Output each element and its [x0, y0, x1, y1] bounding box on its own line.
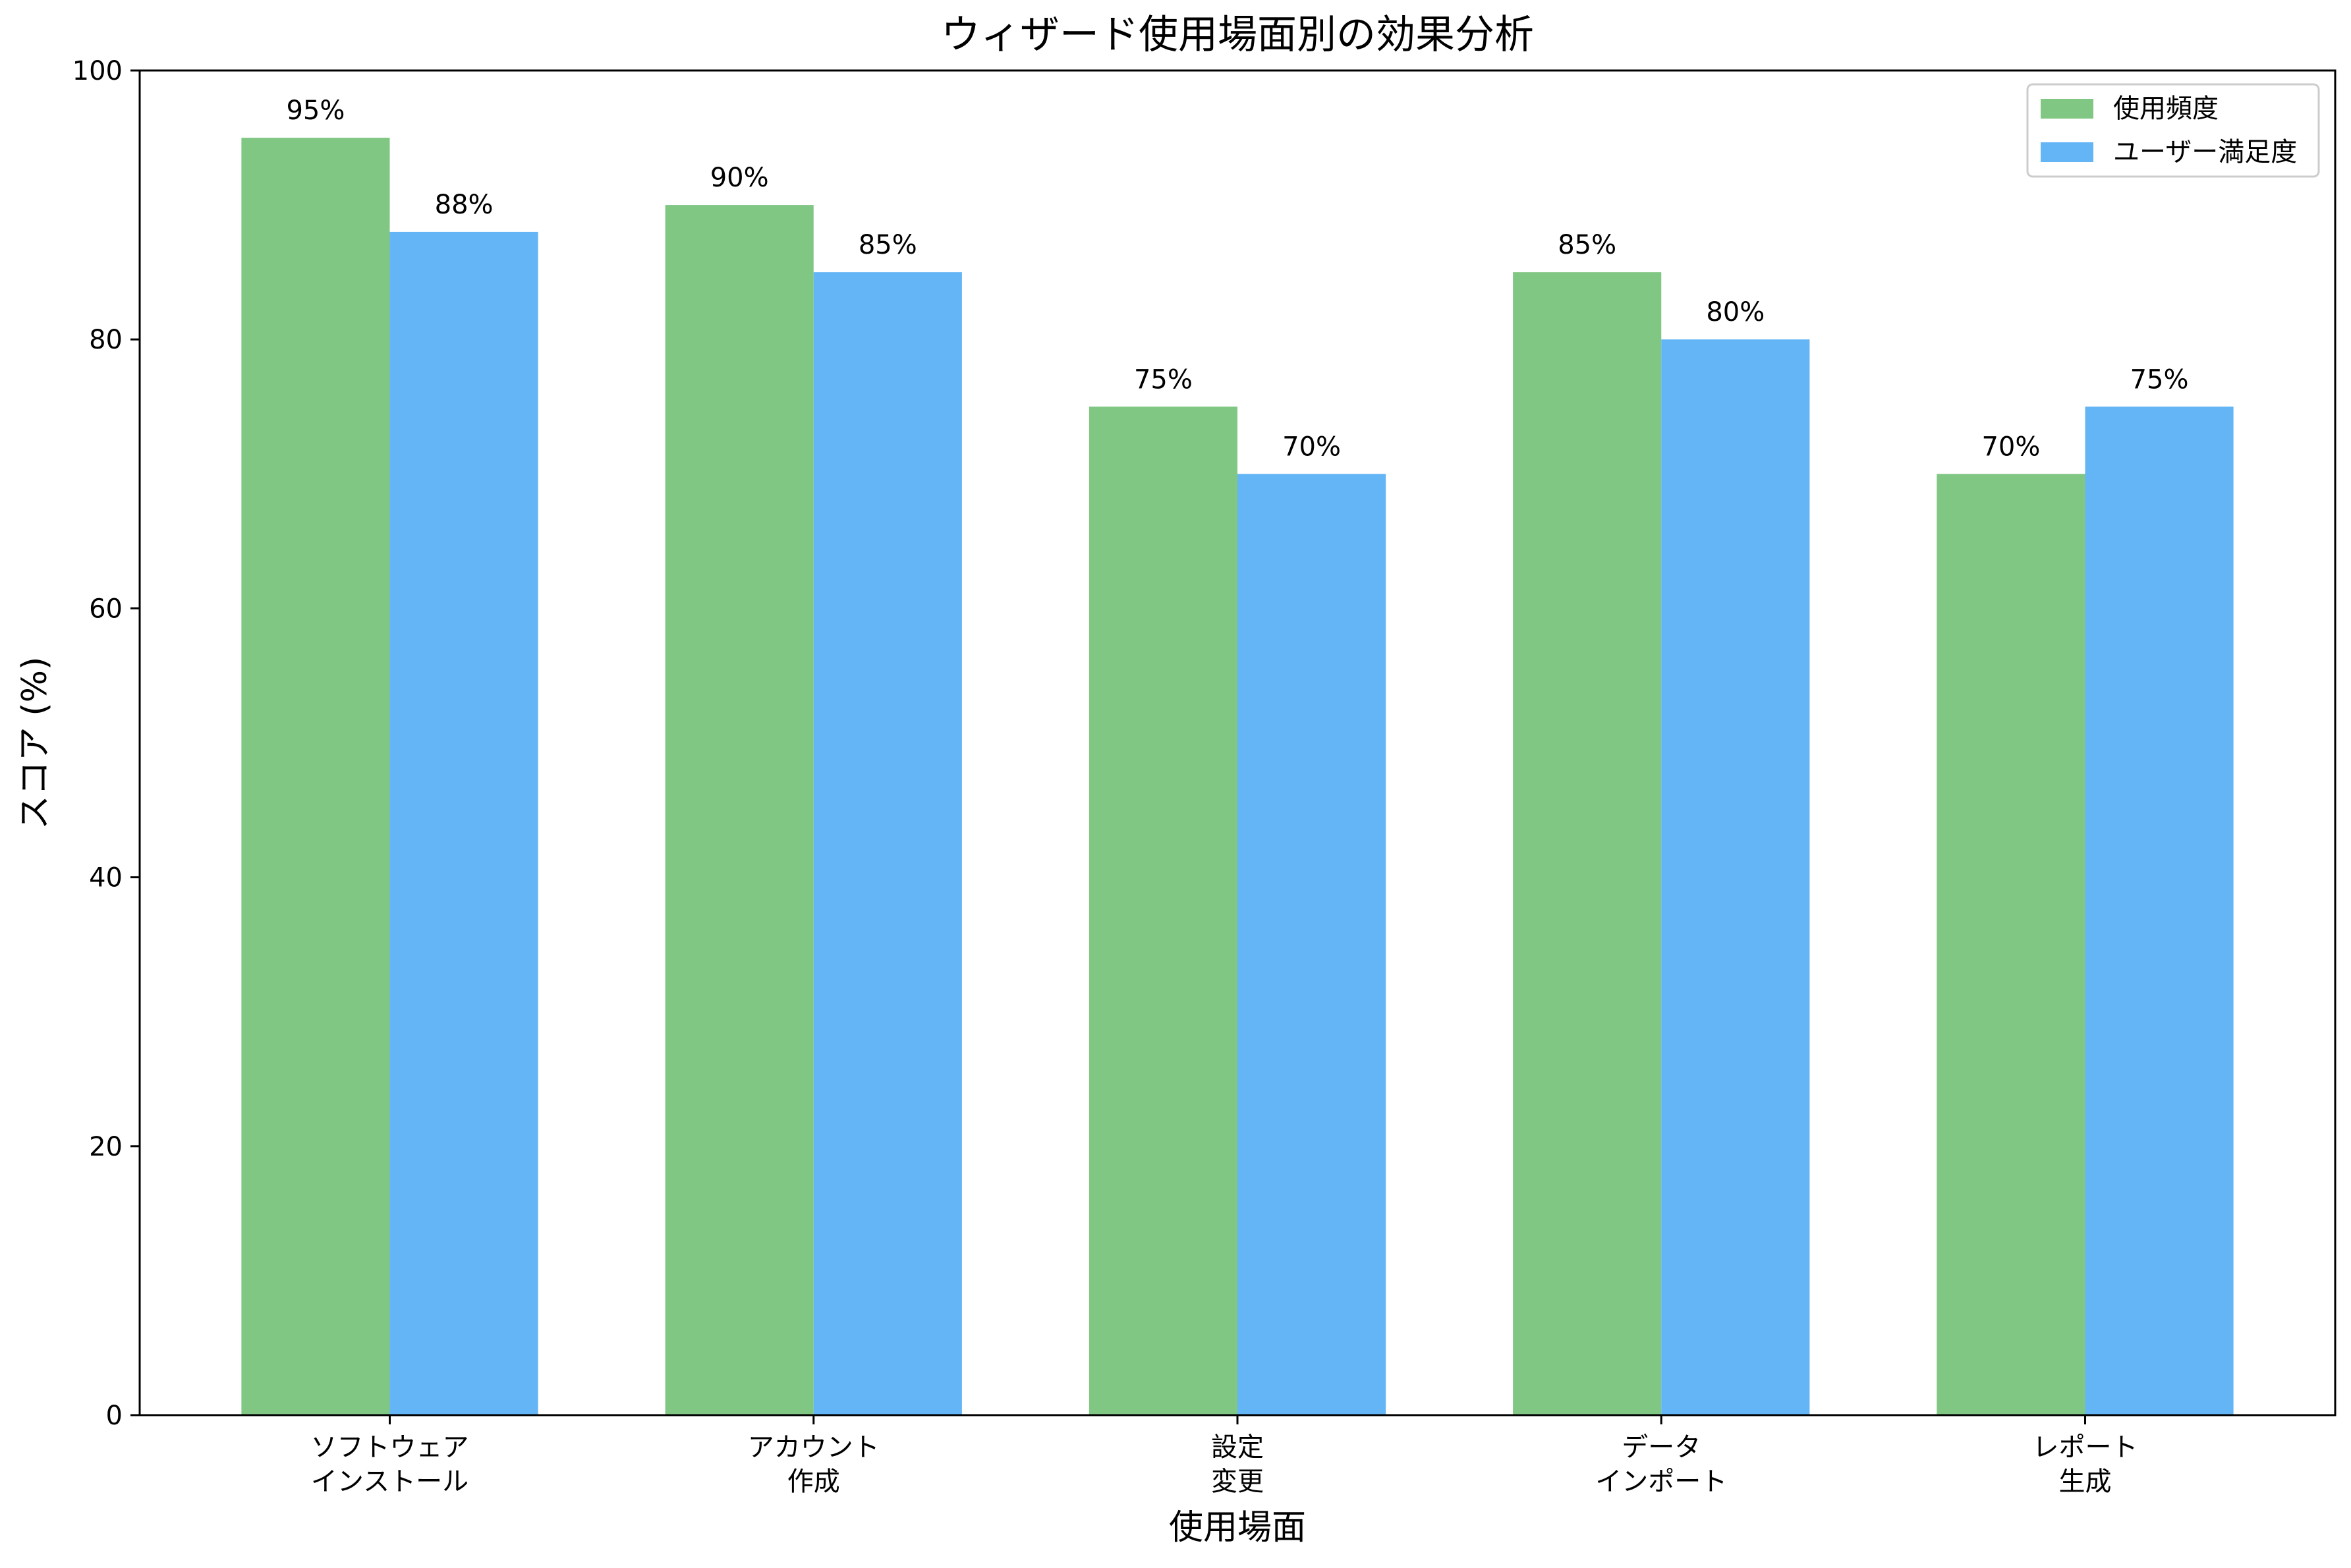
y-tick-label: 60: [89, 594, 123, 624]
bar-frequency: [1937, 474, 2085, 1415]
bar-value-label: 80%: [1706, 297, 1765, 327]
x-axis-label: 使用場面: [1169, 1508, 1306, 1548]
legend-frame: [2026, 83, 2320, 178]
y-tick-label: 80: [89, 325, 123, 355]
x-tick-label-line: レポート: [2032, 1432, 2138, 1463]
bar-frequency: [1089, 406, 1237, 1415]
chart-title: ウィザード使用場面別の効果分析: [941, 12, 1534, 58]
axes-layer: 0 20 40 60 80 100 ソフトウェアインストール アカウント作成 設定変更 データイン…: [72, 56, 2337, 1497]
bar-value-label: 75%: [1134, 364, 1193, 395]
y-tick-label: 100: [72, 56, 123, 86]
x-tick-label-line: ソフトウェア: [311, 1432, 469, 1463]
x-tick-label-line: 変更: [1211, 1467, 1264, 1497]
bar-value-label: 85%: [1558, 230, 1616, 260]
bar-value-label: 90%: [710, 163, 769, 193]
y-tick-label: 20: [89, 1132, 123, 1162]
bar-value-label: 70%: [1981, 432, 2040, 462]
x-tick-label-line: インストール: [311, 1467, 468, 1497]
bar-value-label: 88%: [435, 190, 494, 220]
bar-frequency: [665, 205, 814, 1416]
x-tick-label: 設定変更: [1211, 1432, 1264, 1497]
legend-label: ユーザー満足度: [2113, 137, 2297, 167]
bar-value-label: 85%: [859, 230, 917, 260]
bar-frequency: [1513, 272, 1662, 1415]
y-tick-label: 0: [106, 1401, 123, 1431]
bars-layer: [241, 138, 2234, 1416]
bar-satisfaction: [1237, 474, 1386, 1415]
x-tick-label-line: 生成: [2058, 1467, 2111, 1497]
x-tick-label-line: 設定: [1211, 1432, 1264, 1463]
x-tick-label: レポート生成: [2032, 1432, 2138, 1497]
x-tick-label: ソフトウェアインストール: [311, 1432, 469, 1497]
bar-frequency: [241, 138, 390, 1415]
x-tick-label: アカウント作成: [748, 1432, 880, 1497]
x-tick-label-line: データ: [1622, 1432, 1701, 1463]
bar-satisfaction: [1661, 339, 1810, 1416]
bar-value-label: 95%: [286, 96, 345, 126]
x-tick-label: データインポート: [1595, 1432, 1727, 1497]
value-labels-layer: 95% 90% 75% 85% 70% 88% 85% 70% 80% 75%: [286, 96, 2188, 462]
bar-value-label: 75%: [2130, 364, 2189, 395]
bar-satisfaction: [813, 272, 962, 1415]
legend-swatch: [2041, 142, 2093, 162]
legend-swatch: [2041, 99, 2093, 119]
y-axis-label: スコア (%): [15, 657, 55, 830]
x-tick-label-line: アカウント: [748, 1432, 880, 1463]
bar-value-label: 70%: [1282, 432, 1341, 462]
x-tick-label-line: インポート: [1595, 1467, 1727, 1497]
bar-satisfaction: [389, 231, 538, 1415]
y-tick-label: 40: [89, 863, 123, 893]
bar-satisfaction: [2085, 406, 2234, 1415]
legend-label: 使用頻度: [2113, 94, 2219, 124]
x-tick-label-line: 作成: [787, 1467, 840, 1497]
